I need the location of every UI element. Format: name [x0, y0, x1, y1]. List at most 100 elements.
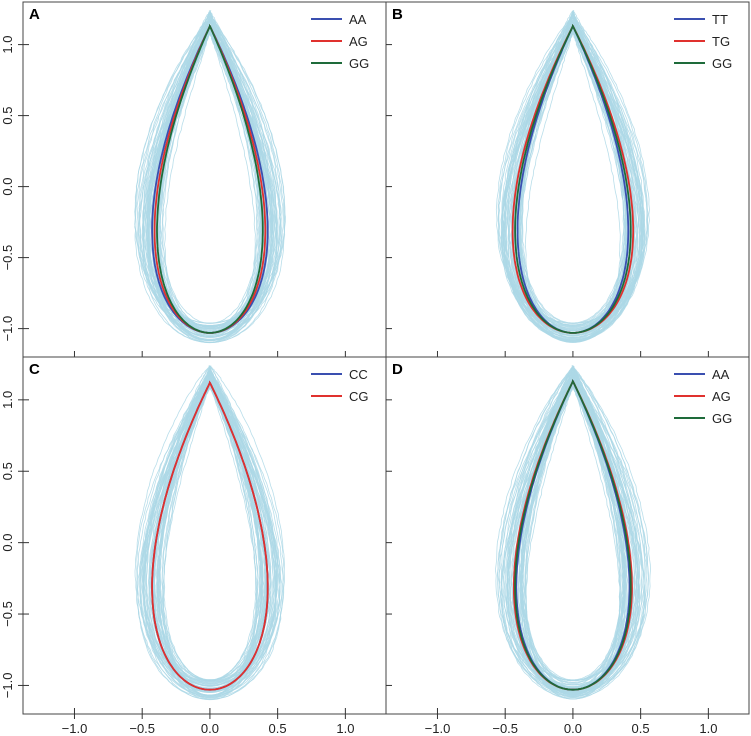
background-curve: [157, 383, 263, 681]
x-tick-label: 0.0: [201, 721, 219, 736]
y-tick-label: 0.5: [0, 462, 15, 480]
y-tick-label: −1.0: [0, 673, 15, 699]
x-tick-label: −1.0: [425, 721, 451, 736]
background-curve: [520, 366, 626, 681]
y-tick-label: 0.0: [0, 534, 15, 552]
background-curve: [500, 22, 646, 333]
panel-letter: B: [392, 6, 403, 23]
y-tick-label: −1.0: [0, 316, 15, 342]
background-curve: [156, 372, 264, 685]
y-tick-label: 1.0: [0, 391, 15, 409]
background-curve: [519, 14, 626, 324]
background-curve: [162, 10, 258, 328]
background-curve: [525, 376, 621, 698]
legend-label: AA: [349, 12, 367, 27]
background-curve: [522, 366, 624, 686]
x-tick-label: −0.5: [492, 721, 518, 736]
series-line-gg: [514, 23, 632, 334]
background-curve: [521, 366, 625, 700]
background-curves: [134, 10, 286, 344]
y-tick-label: −0.5: [0, 601, 15, 627]
y-tick-label: −0.5: [0, 245, 15, 271]
background-curve: [513, 15, 633, 326]
y-tick-label: 1.0: [0, 36, 15, 54]
background-curve: [511, 13, 634, 326]
background-curve: [517, 27, 629, 336]
legend-label: GG: [712, 411, 732, 426]
background-curve: [144, 385, 276, 681]
legend-label: TT: [712, 12, 728, 27]
background-curve: [159, 21, 261, 332]
legend-label: AG: [712, 389, 731, 404]
series-line-gg: [514, 379, 632, 691]
background-curve: [519, 23, 627, 337]
panel-frame: [22, 1, 387, 358]
background-curve: [521, 381, 625, 691]
background-curve: [519, 10, 627, 324]
background-curve: [162, 373, 258, 696]
background-curve: [497, 378, 649, 686]
x-tick-label: 1.0: [699, 721, 717, 736]
panel-d: D AA AG GG: [385, 356, 750, 715]
legend-label: CC: [349, 367, 368, 382]
x-tick-label: −0.5: [129, 721, 155, 736]
background-curve: [514, 10, 632, 336]
background-curve: [520, 368, 625, 688]
x-tick-label: 1.0: [336, 721, 354, 736]
background-curve: [158, 17, 261, 338]
x-tick-label: 0.5: [269, 721, 287, 736]
legend-label: AG: [349, 34, 368, 49]
background-curve: [146, 365, 274, 689]
panel-letter: D: [392, 361, 403, 378]
legend: AA AG GG: [674, 367, 732, 426]
background-curve: [134, 23, 286, 328]
panel-frame: [22, 356, 387, 715]
background-curve: [142, 12, 278, 326]
background-curve: [519, 17, 627, 331]
x-tick-label: −1.0: [62, 721, 88, 736]
background-curves: [495, 9, 650, 343]
series-line-tt: [516, 23, 630, 334]
legend-label: TG: [712, 34, 730, 49]
background-curve: [159, 15, 261, 332]
y-tick-label: 0.0: [0, 178, 15, 196]
legend-label: GG: [712, 56, 732, 71]
background-curve: [157, 10, 262, 333]
background-curve: [522, 382, 624, 684]
background-curve: [158, 367, 262, 682]
background-curve: [161, 382, 259, 681]
background-curve: [519, 387, 627, 695]
background-curve: [157, 25, 263, 327]
background-curve: [154, 374, 266, 682]
series-line-cg: [151, 380, 269, 691]
background-curve: [159, 371, 261, 681]
legend: TT TG GG: [674, 12, 732, 71]
legend-label: AA: [712, 367, 730, 382]
legend: CC CG: [311, 367, 369, 404]
panel-letter: C: [29, 361, 40, 378]
x-tick-label: 0.5: [632, 721, 650, 736]
background-curve: [153, 386, 267, 684]
series-line-gg: [156, 23, 264, 334]
background-curve: [159, 367, 261, 697]
panel-frame: [385, 1, 750, 358]
background-curve: [156, 385, 263, 685]
background-curve: [148, 375, 272, 689]
background-curve: [494, 367, 651, 694]
background-curve: [518, 370, 627, 683]
panel-frame: [385, 356, 750, 715]
background-curve: [152, 15, 268, 328]
background-curve: [512, 24, 634, 328]
background-curve: [155, 26, 264, 328]
panel-letter: A: [29, 6, 40, 23]
background-curve: [161, 385, 259, 696]
legend: AA AG GG: [311, 12, 369, 71]
background-curve: [520, 13, 626, 343]
background-curve: [143, 388, 277, 696]
legend-label: CG: [349, 389, 369, 404]
x-tick-label: 0.0: [564, 721, 582, 736]
background-curve: [519, 370, 626, 688]
